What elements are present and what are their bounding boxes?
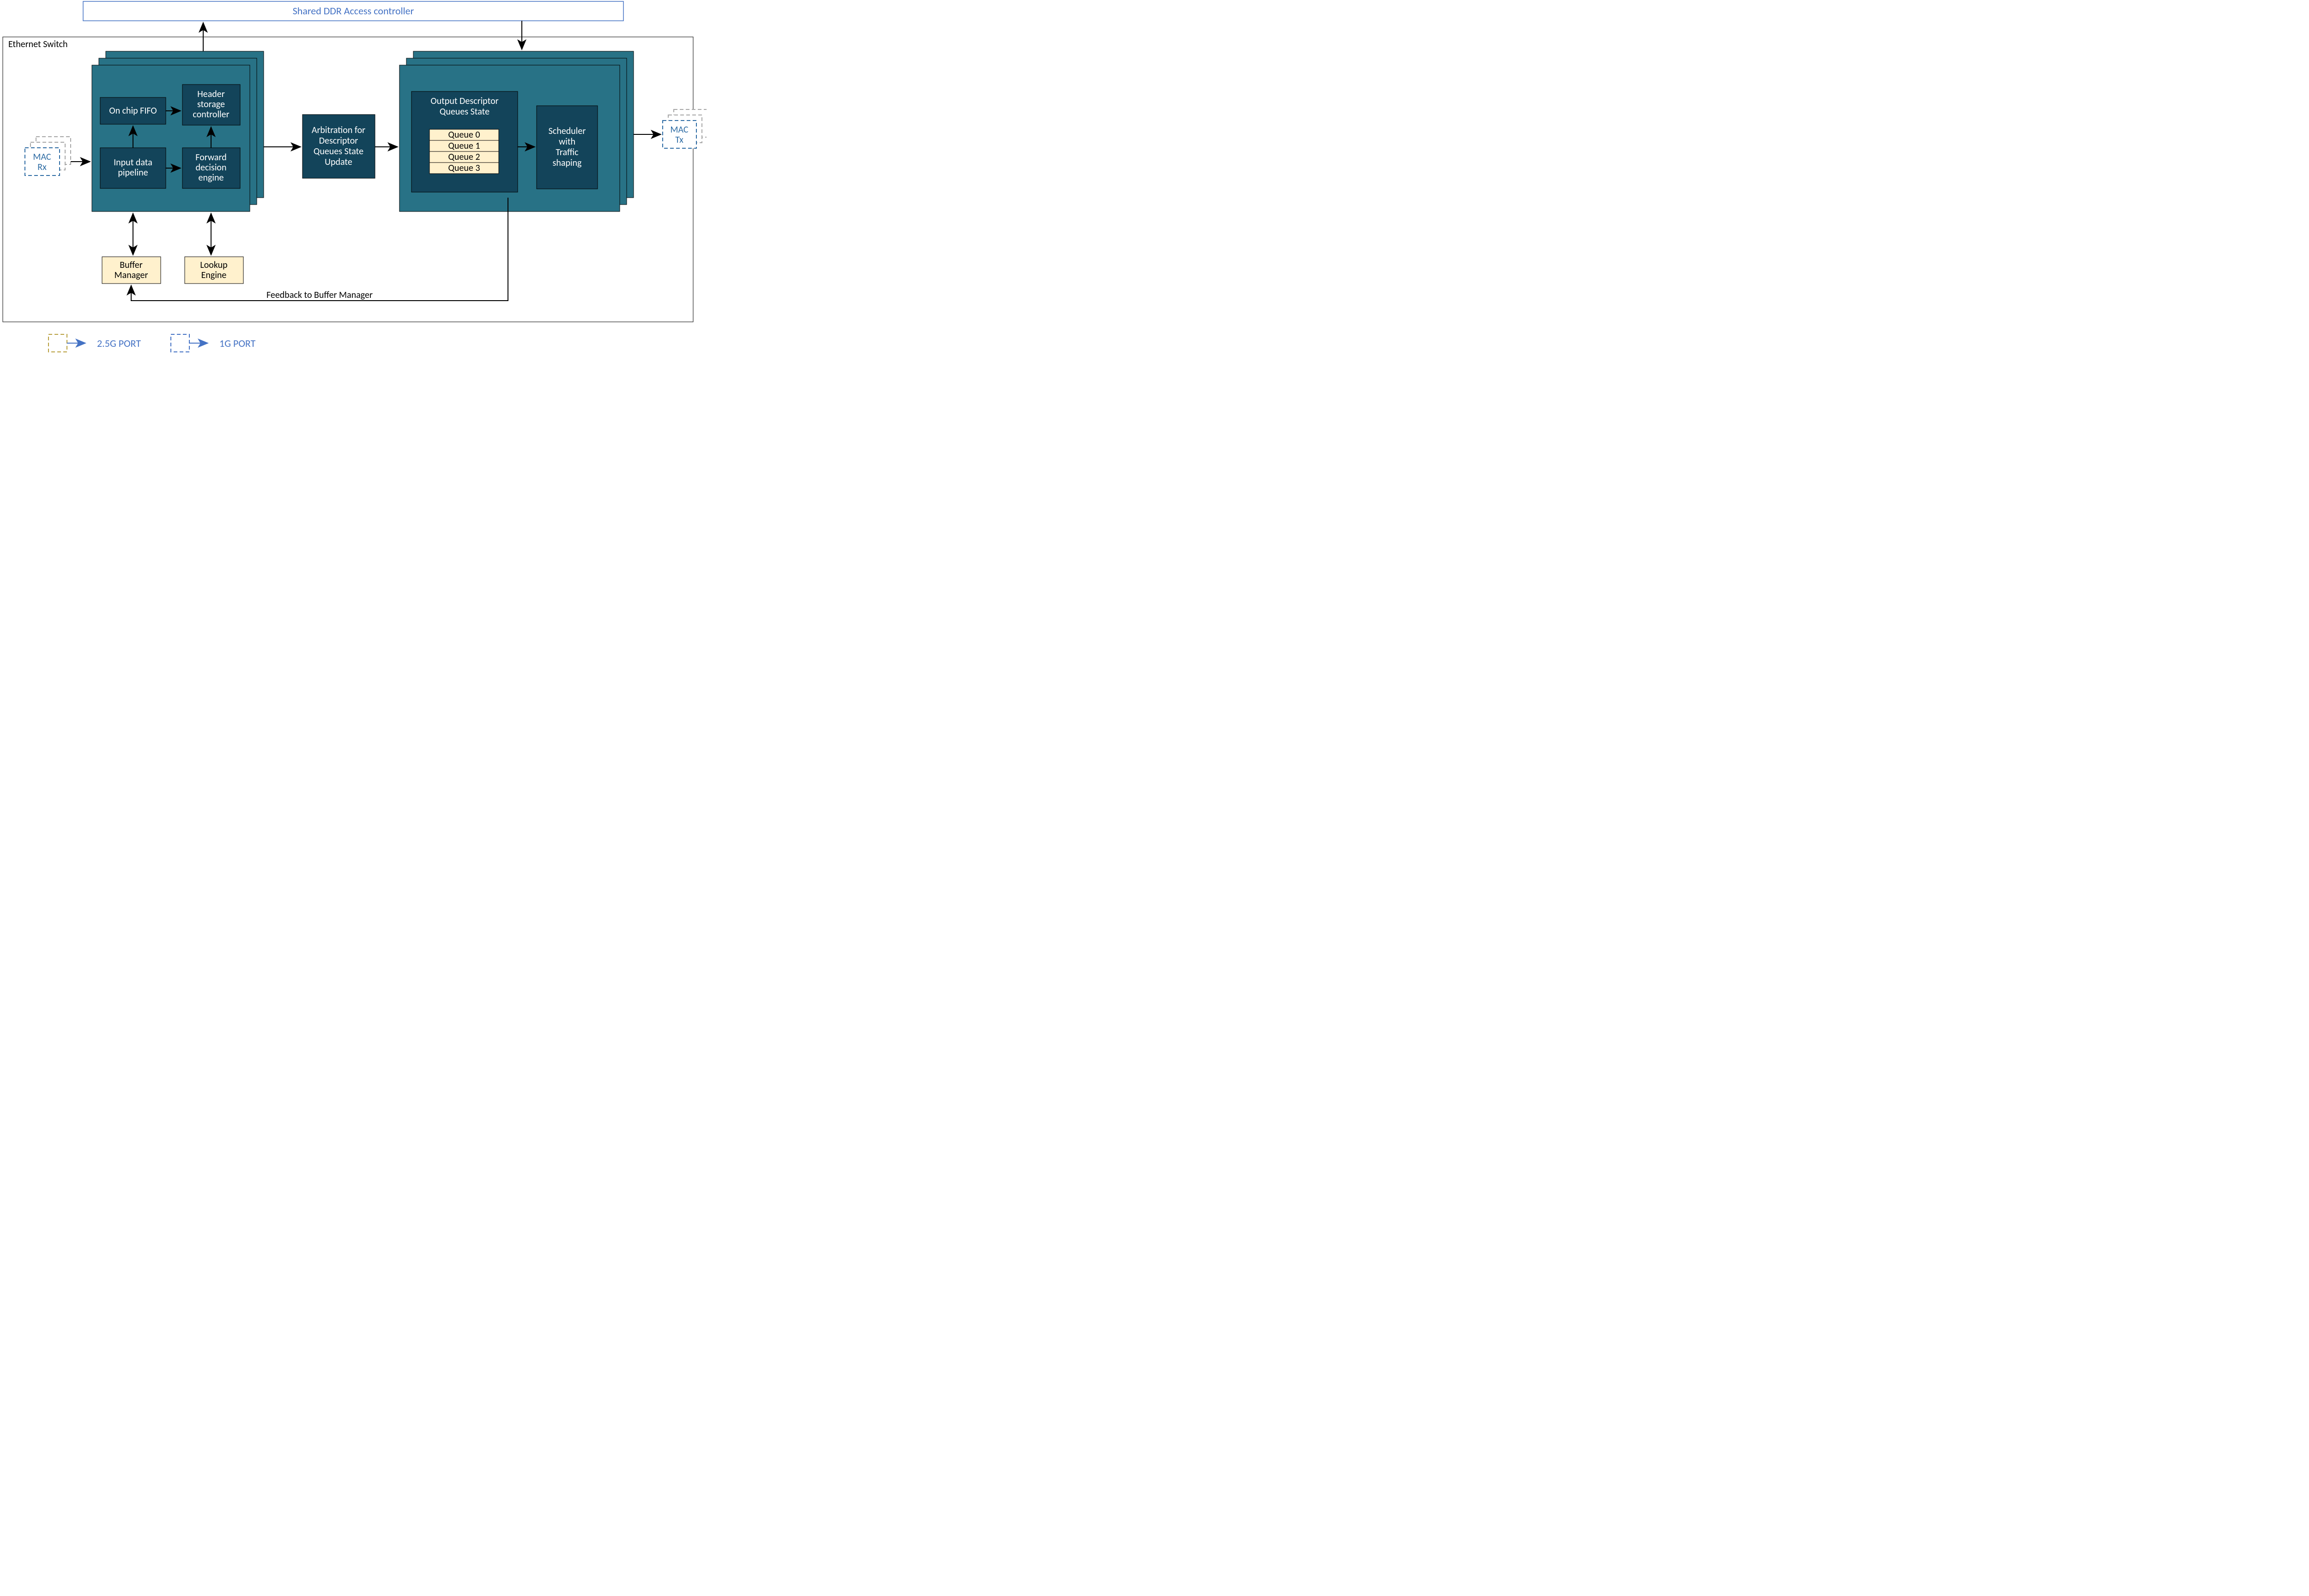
arb-l2: Descriptor [319,135,358,146]
feedback-label: Feedback to Buffer Manager [266,290,373,301]
sched-l2: with [559,136,575,147]
pipeline-label-l1: Input data [114,157,152,168]
pipeline-label-l2: pipeline [118,167,148,178]
header-label-l3: controller [193,109,229,120]
ethernet-switch-label: Ethernet Switch [8,39,68,50]
odq-title-l2: Queues State [440,106,490,117]
legend-gold-box [48,334,67,352]
queue2-label: Queue 2 [448,151,480,163]
arb-l4: Update [325,157,352,168]
diagram-canvas: Shared DDR Access controller Ethernet Sw… [0,0,707,369]
legend-gold-label: 2.5G PORT [97,337,141,350]
buffer-l1: Buffer [120,260,143,271]
forward-label-l1: Forward [195,152,226,163]
sched-l3: Traffic [556,147,579,158]
queue0-label: Queue 0 [448,129,480,140]
header-label-l2: storage [197,99,225,110]
forward-label-l3: engine [199,172,224,183]
macrx-l1: MAC [33,151,51,163]
queue1-label: Queue 1 [448,140,480,151]
legend-blue-label: 1G PORT [219,337,256,350]
mactx-l2: Tx [675,134,683,145]
buffer-l2: Manager [115,270,148,281]
mactx-l1: MAC [670,124,689,135]
forward-label-l2: decision [196,162,227,173]
header-label-l1: Header [197,89,224,100]
sched-l1: Scheduler [549,126,586,137]
arb-l1: Arbitration for [312,125,365,136]
ddr-controller-label: Shared DDR Access controller [293,5,414,17]
fifo-label: On chip FIFO [109,105,157,116]
legend-blue-box [171,334,189,352]
odq-title-l1: Output Descriptor [430,96,498,107]
lookup-l1: Lookup [200,260,227,271]
macrx-l2: Rx [37,162,47,173]
queue3-label: Queue 3 [448,163,480,174]
arb-l3: Queues State [314,146,363,157]
sched-l4: shaping [553,157,582,169]
lookup-l2: Engine [201,270,227,281]
